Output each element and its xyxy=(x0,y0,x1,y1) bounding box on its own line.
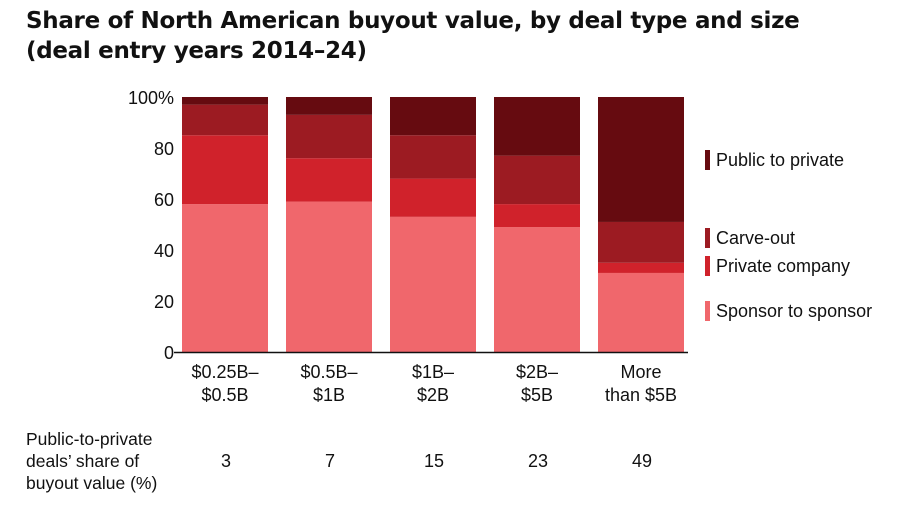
bar-segment-2-public-to-private xyxy=(286,97,372,115)
bar-segment-5-carve-out xyxy=(598,221,684,263)
footnote-value-1: 3 xyxy=(220,451,231,471)
chart-title: Share of North American buyout value, by… xyxy=(26,6,800,66)
footnote-value-2: 7 xyxy=(324,451,335,471)
bar-segment-5-sponsor-to-sponsor xyxy=(598,272,684,352)
x-category-label-3-line-2: $2B xyxy=(417,385,449,405)
bar-segment-3-sponsor-to-sponsor xyxy=(390,216,476,352)
legend-swatch-carve-out xyxy=(705,228,710,248)
legend-swatch-public-to-private xyxy=(705,150,710,170)
bar-segment-5-public-to-private xyxy=(598,97,684,222)
y-tick-label-4: 80 xyxy=(154,139,174,159)
bar-segment-3-carve-out xyxy=(390,135,476,179)
chart-title-line-2: (deal entry years 2014–24) xyxy=(26,38,367,64)
bar-segment-4-carve-out xyxy=(494,155,580,205)
bar-segment-1-public-to-private xyxy=(182,97,268,105)
x-category-label-2-line-1: $0.5B– xyxy=(300,362,357,382)
bar-segment-2-sponsor-to-sponsor xyxy=(286,201,372,352)
bar-segment-1-carve-out xyxy=(182,104,268,136)
x-category-label-1-line-1: $0.25B– xyxy=(191,362,258,382)
legend-label-private-company: Private company xyxy=(716,256,850,276)
bar-segment-2-carve-out xyxy=(286,114,372,159)
y-tick-label-5: 100% xyxy=(128,88,174,108)
x-category-label-5-line-1: More xyxy=(620,362,661,382)
bar-segment-5-private-company xyxy=(598,262,684,273)
bar-segment-1-sponsor-to-sponsor xyxy=(182,204,268,352)
footnote-label: Public-to-private deals’ share of buyout… xyxy=(26,428,157,494)
x-category-label-1-line-2: $0.5B xyxy=(201,385,248,405)
x-category-label-3-line-1: $1B– xyxy=(412,362,454,382)
y-tick-label-2: 40 xyxy=(154,241,174,261)
footnote-label-line-2: deals’ share of xyxy=(26,451,140,471)
x-category-label-5-line-2: than $5B xyxy=(605,385,677,405)
bar-segment-1-private-company xyxy=(182,135,268,205)
footnote-label-line-3: buyout value (%) xyxy=(26,473,158,493)
footnote-value-3: 15 xyxy=(423,451,445,471)
x-category-label-2-line-2: $1B xyxy=(313,385,345,405)
y-tick-label-3: 60 xyxy=(154,190,174,210)
legend-label-public-to-private: Public to private xyxy=(716,150,844,170)
bar-segment-3-public-to-private xyxy=(390,97,476,136)
legend-swatch-private-company xyxy=(705,256,710,276)
bar-segment-4-sponsor-to-sponsor xyxy=(494,227,580,352)
legend-label-sponsor-to-sponsor: Sponsor to sponsor xyxy=(716,301,872,321)
bar-segment-2-private-company xyxy=(286,158,372,202)
y-tick-label-0: 0 xyxy=(164,343,174,363)
chart-title-line-1: Share of North American buyout value, by… xyxy=(26,8,800,34)
footnote-label-line-1: Public-to-private xyxy=(26,429,153,449)
legend-swatch-sponsor-to-sponsor xyxy=(705,301,710,321)
bar-segment-3-private-company xyxy=(390,178,476,217)
x-category-label-4-line-1: $2B– xyxy=(516,362,558,382)
x-category-label-4-line-2: $5B xyxy=(521,385,553,405)
footnote-value-5: 49 xyxy=(631,451,653,471)
legend-label-carve-out: Carve-out xyxy=(716,228,795,248)
bar-segment-4-public-to-private xyxy=(494,97,580,156)
bar-segment-4-private-company xyxy=(494,204,580,228)
footnote-value-4: 23 xyxy=(527,451,549,471)
y-tick-label-1: 20 xyxy=(154,292,174,312)
